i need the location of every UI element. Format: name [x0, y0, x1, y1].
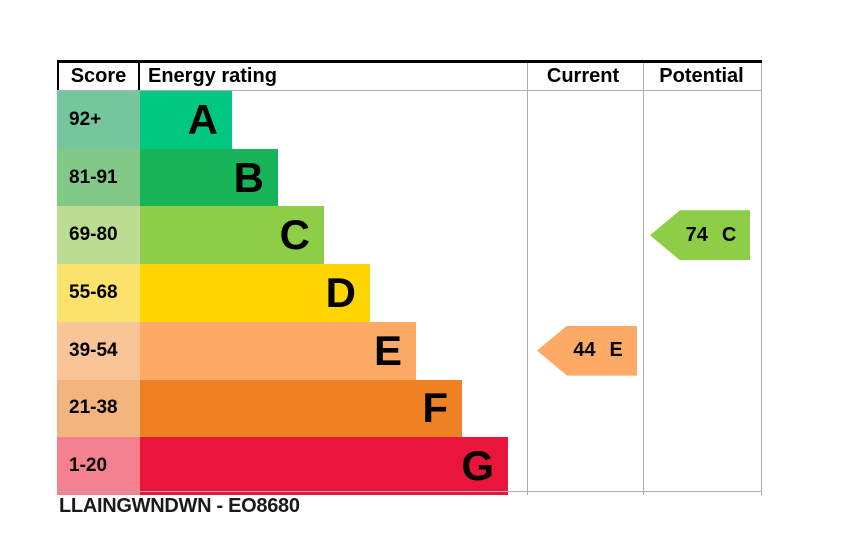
potential-score-value: 74 — [685, 223, 708, 246]
header-potential: Potential — [659, 65, 744, 87]
rating-bar-b: B — [140, 148, 278, 207]
band-row-d: 55-68 D — [57, 264, 762, 322]
current-score-value: 44 — [573, 339, 596, 362]
property-reference-label: LLAINGWNDWN - EO8680 — [59, 495, 300, 517]
band-row-f: 21-38 F — [57, 379, 762, 438]
score-range-d: 55-68 — [57, 264, 140, 322]
band-row-g: 1-20 G — [57, 437, 762, 495]
table-right-border — [761, 63, 762, 495]
column-divider — [527, 63, 528, 495]
rating-bar-c: C — [140, 206, 324, 265]
current-band-letter: E — [609, 339, 623, 362]
rating-bar-e: E — [140, 321, 416, 380]
header-score: Score — [57, 63, 140, 90]
table-header: Score Energy rating Current Potential — [57, 63, 762, 91]
band-row-c: 69-80 C 74 C — [57, 206, 762, 265]
score-range-e: 39-54 — [57, 321, 140, 380]
header-current: Current — [546, 65, 620, 87]
rating-bar-f: F — [140, 379, 462, 438]
rating-bar-d: D — [140, 264, 370, 322]
score-range-f: 21-38 — [57, 379, 140, 438]
band-rows: 92+ A 81-91 B 69-80 C 74 C 55-68 D 39- — [57, 91, 762, 495]
potential-band-letter: C — [721, 223, 737, 246]
rating-bar-a: A — [140, 91, 232, 149]
score-range-b: 81-91 — [57, 148, 140, 207]
header-energy-rating: Energy rating — [148, 65, 277, 87]
score-range-a: 92+ — [57, 91, 140, 149]
column-divider — [643, 63, 644, 495]
rating-bar-g: G — [140, 437, 508, 495]
band-row-b: 81-91 B — [57, 148, 762, 207]
potential-rating-arrow: 74 C — [650, 210, 750, 261]
band-row-e: 39-54 E 44 E — [57, 321, 762, 380]
score-range-c: 69-80 — [57, 206, 140, 265]
score-range-g: 1-20 — [57, 437, 140, 495]
band-row-a: 92+ A — [57, 91, 762, 149]
table-bottom-border — [57, 491, 762, 492]
epc-table: Score Energy rating Current Potential 92… — [57, 60, 762, 495]
current-rating-arrow: 44 E — [537, 325, 637, 376]
